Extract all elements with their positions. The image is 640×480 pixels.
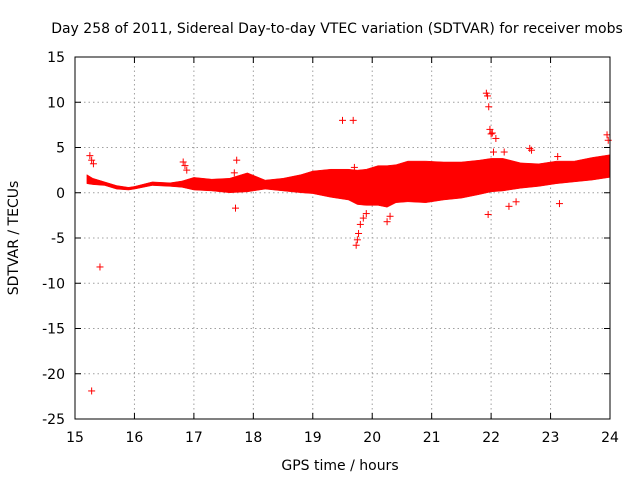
x-tick-label: 15 [66, 430, 84, 446]
data-point [487, 130, 495, 138]
x-tick-label: 16 [126, 430, 144, 446]
y-tick-label: -5 [51, 231, 65, 247]
data-point [484, 92, 492, 100]
data-point [362, 210, 370, 218]
data-point [526, 144, 534, 152]
data-point [350, 163, 358, 171]
data-point [603, 131, 611, 139]
data-point [500, 148, 508, 156]
data-point [88, 156, 96, 164]
y-axis-label: SDTVAR / TECUs [6, 181, 22, 296]
data-point [528, 146, 536, 154]
data-point [555, 200, 563, 208]
data-point [488, 129, 496, 137]
data-point [233, 156, 241, 164]
data-point [179, 158, 187, 166]
chart-title: Day 258 of 2011, Sidereal Day-to-day VTE… [51, 21, 623, 37]
x-tick-label: 18 [244, 430, 262, 446]
data-point [89, 160, 97, 168]
y-tick-label: -20 [42, 367, 65, 383]
axis-ticks: 15 16 17 18 19 20 21 22 23 24 15 10 5 0 -5 -10 -15 -20 -25 [42, 50, 619, 446]
data-point [181, 162, 189, 170]
y-tick-label: 10 [47, 95, 65, 111]
y-tick-label: -15 [42, 322, 65, 338]
data-point [349, 116, 357, 124]
y-tick-label: -25 [42, 412, 65, 428]
data-point [492, 134, 500, 142]
x-tick-label: 24 [601, 430, 619, 446]
x-tick-label: 19 [304, 430, 322, 446]
data-point [505, 202, 513, 210]
data-point [356, 220, 364, 228]
data-point [604, 136, 612, 144]
x-tick-label: 22 [482, 430, 500, 446]
x-tick-label: 20 [363, 430, 381, 446]
y-tick-label: 5 [56, 141, 65, 157]
y-tick-label: 0 [56, 186, 65, 202]
data-point [486, 125, 494, 133]
data-point [352, 241, 360, 249]
data-point [230, 169, 238, 177]
data-point [512, 198, 520, 206]
x-tick-label: 21 [423, 430, 441, 446]
data-point [359, 214, 367, 222]
x-tick-label: 17 [185, 430, 203, 446]
y-tick-label: 15 [47, 50, 65, 66]
data-point [383, 218, 391, 226]
grid [75, 57, 610, 419]
sdtvar-band [86, 154, 611, 208]
data-point [485, 103, 493, 111]
data-band [86, 154, 611, 208]
data-point [484, 210, 492, 218]
data-point [386, 212, 394, 220]
data-point [232, 204, 239, 212]
data-point [355, 229, 363, 237]
y-tick-label: -10 [42, 276, 65, 292]
data-point [183, 166, 191, 174]
x-tick-label: 23 [542, 430, 560, 446]
data-points [86, 89, 612, 395]
data-point [554, 153, 562, 161]
data-point [88, 387, 96, 395]
data-point [86, 152, 94, 160]
data-point [96, 263, 104, 271]
x-axis-label: GPS time / hours [281, 458, 398, 474]
data-point [489, 148, 497, 156]
data-point [353, 236, 361, 244]
data-point [339, 116, 346, 124]
